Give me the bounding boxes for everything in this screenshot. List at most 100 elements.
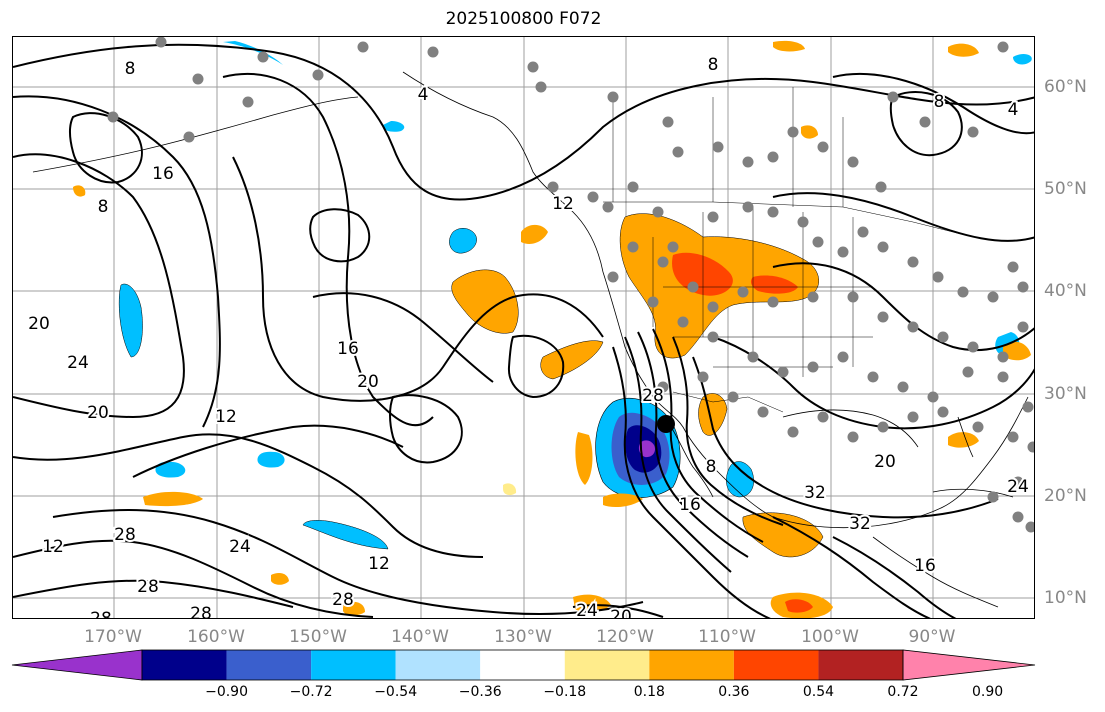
contour-line: [692, 356, 999, 519]
station-dot: [1007, 261, 1019, 273]
positive-anomaly-region: [603, 493, 643, 507]
station-dot: [727, 391, 739, 403]
colorbar-segment: [733, 650, 819, 680]
station-dot: [242, 96, 254, 108]
lat-label-30n: 30°N: [1044, 384, 1087, 404]
contour-lines: [13, 43, 1034, 618]
station-dot: [907, 256, 919, 268]
contour-label: 28: [114, 525, 136, 545]
contour-line: [13, 579, 294, 608]
lat-label-20n: 20°N: [1044, 486, 1087, 506]
station-dot: [707, 211, 719, 223]
station-dot: [987, 491, 999, 503]
contour-line: [232, 156, 604, 402]
positive-anomaly-core: [672, 252, 733, 296]
colorbar-tick-label: 0.18: [633, 684, 665, 700]
contour-label: 24: [229, 537, 251, 557]
positive-anomaly-region: [573, 594, 611, 613]
station-dot: [987, 291, 999, 303]
contour-label: 12: [215, 407, 237, 427]
colorbar-tick-label: 0.36: [718, 684, 750, 700]
colorbar-tick-label: −0.18: [543, 684, 587, 700]
contour-line: [772, 262, 1034, 351]
positive-anomaly-region: [540, 340, 604, 380]
contour-label: 4: [1008, 100, 1019, 120]
station-dot: [997, 41, 1009, 53]
contour-label: 20: [357, 372, 379, 392]
contour-label: 28: [642, 386, 664, 406]
station-dot: [887, 91, 899, 103]
colorbar-segment: [818, 650, 903, 680]
station-dot: [587, 191, 599, 203]
contour-label: 8: [934, 92, 945, 112]
station-dot: [875, 181, 887, 193]
colorbar-tick-label: 0.90: [971, 684, 1004, 700]
positive-anomaly-core: [785, 599, 813, 613]
lon-label-110w: 110°W: [698, 627, 756, 647]
station-dot: [857, 226, 869, 238]
station-dot: [787, 426, 799, 438]
contour-line: [652, 328, 764, 543]
colorbar-tick-label: −0.90: [205, 684, 248, 700]
contour-label: 8: [706, 457, 717, 477]
station-dot: [837, 351, 849, 363]
positive-anomaly-region: [773, 40, 805, 52]
political-borders: [603, 87, 974, 413]
positive-anomaly-region: [801, 125, 818, 139]
contour-line: [772, 516, 931, 618]
contour-labels: 8 884168412202420162012288163232202412242…: [26, 53, 1031, 619]
station-dot: [183, 131, 195, 143]
station-dot: [777, 366, 789, 378]
station-dot: [847, 156, 859, 168]
station-dot: [747, 351, 759, 363]
map-canvas: 8 884168412202420162012288163232202412242…: [13, 37, 1034, 619]
station-dot: [877, 421, 889, 433]
contour-line: [309, 208, 371, 263]
station-dot: [967, 341, 979, 353]
positive-anomaly-region: [521, 224, 548, 244]
positive-anomaly-region: [575, 432, 593, 485]
station-dot: [657, 256, 669, 268]
contour-label: 12: [368, 554, 390, 574]
contour-line: [13, 433, 484, 558]
station-dot: [919, 116, 931, 128]
lat-label-40n: 40°N: [1044, 281, 1087, 301]
contour-line: [13, 95, 221, 428]
station-dot: [937, 331, 949, 343]
contour-line: [222, 73, 434, 427]
negative-patch: [302, 520, 389, 550]
station-dot: [742, 201, 754, 213]
positive-anomaly-region: [1003, 341, 1031, 361]
contour-line: [889, 91, 963, 157]
station-dot: [867, 371, 879, 383]
station-dot: [707, 301, 719, 313]
station-dot: [697, 371, 709, 383]
contour-line: [13, 153, 185, 419]
positive-anomaly-region: [343, 601, 365, 616]
alaska-peninsula: [32, 96, 359, 173]
negative-patch: [118, 283, 143, 358]
station-dot: [957, 286, 969, 298]
contour-label: 8: [708, 55, 719, 75]
station-dot: [672, 146, 684, 158]
positive-anomaly-region: [742, 512, 824, 558]
station-dot: [787, 126, 799, 138]
colorbar: [11, 649, 1036, 681]
station-dot: [897, 381, 909, 393]
station-dot: [627, 241, 639, 253]
station-dot: [847, 291, 859, 303]
negative-patch: [382, 121, 405, 132]
positive-anomaly-core: [750, 275, 798, 294]
contour-label: 24: [67, 353, 89, 373]
station-dot: [1007, 431, 1019, 443]
station-dot: [312, 69, 324, 81]
station-dot: [657, 381, 669, 393]
colorbar-segment: [564, 650, 650, 680]
contour-label: 20: [610, 607, 632, 619]
colorbar-tick-label: −0.72: [289, 684, 333, 700]
contour-line: [13, 539, 374, 618]
colorbar-outline: [141, 649, 904, 681]
station-dot: [687, 281, 699, 293]
station-dot: [1012, 476, 1024, 488]
lat-label-60n: 60°N: [1044, 77, 1087, 97]
